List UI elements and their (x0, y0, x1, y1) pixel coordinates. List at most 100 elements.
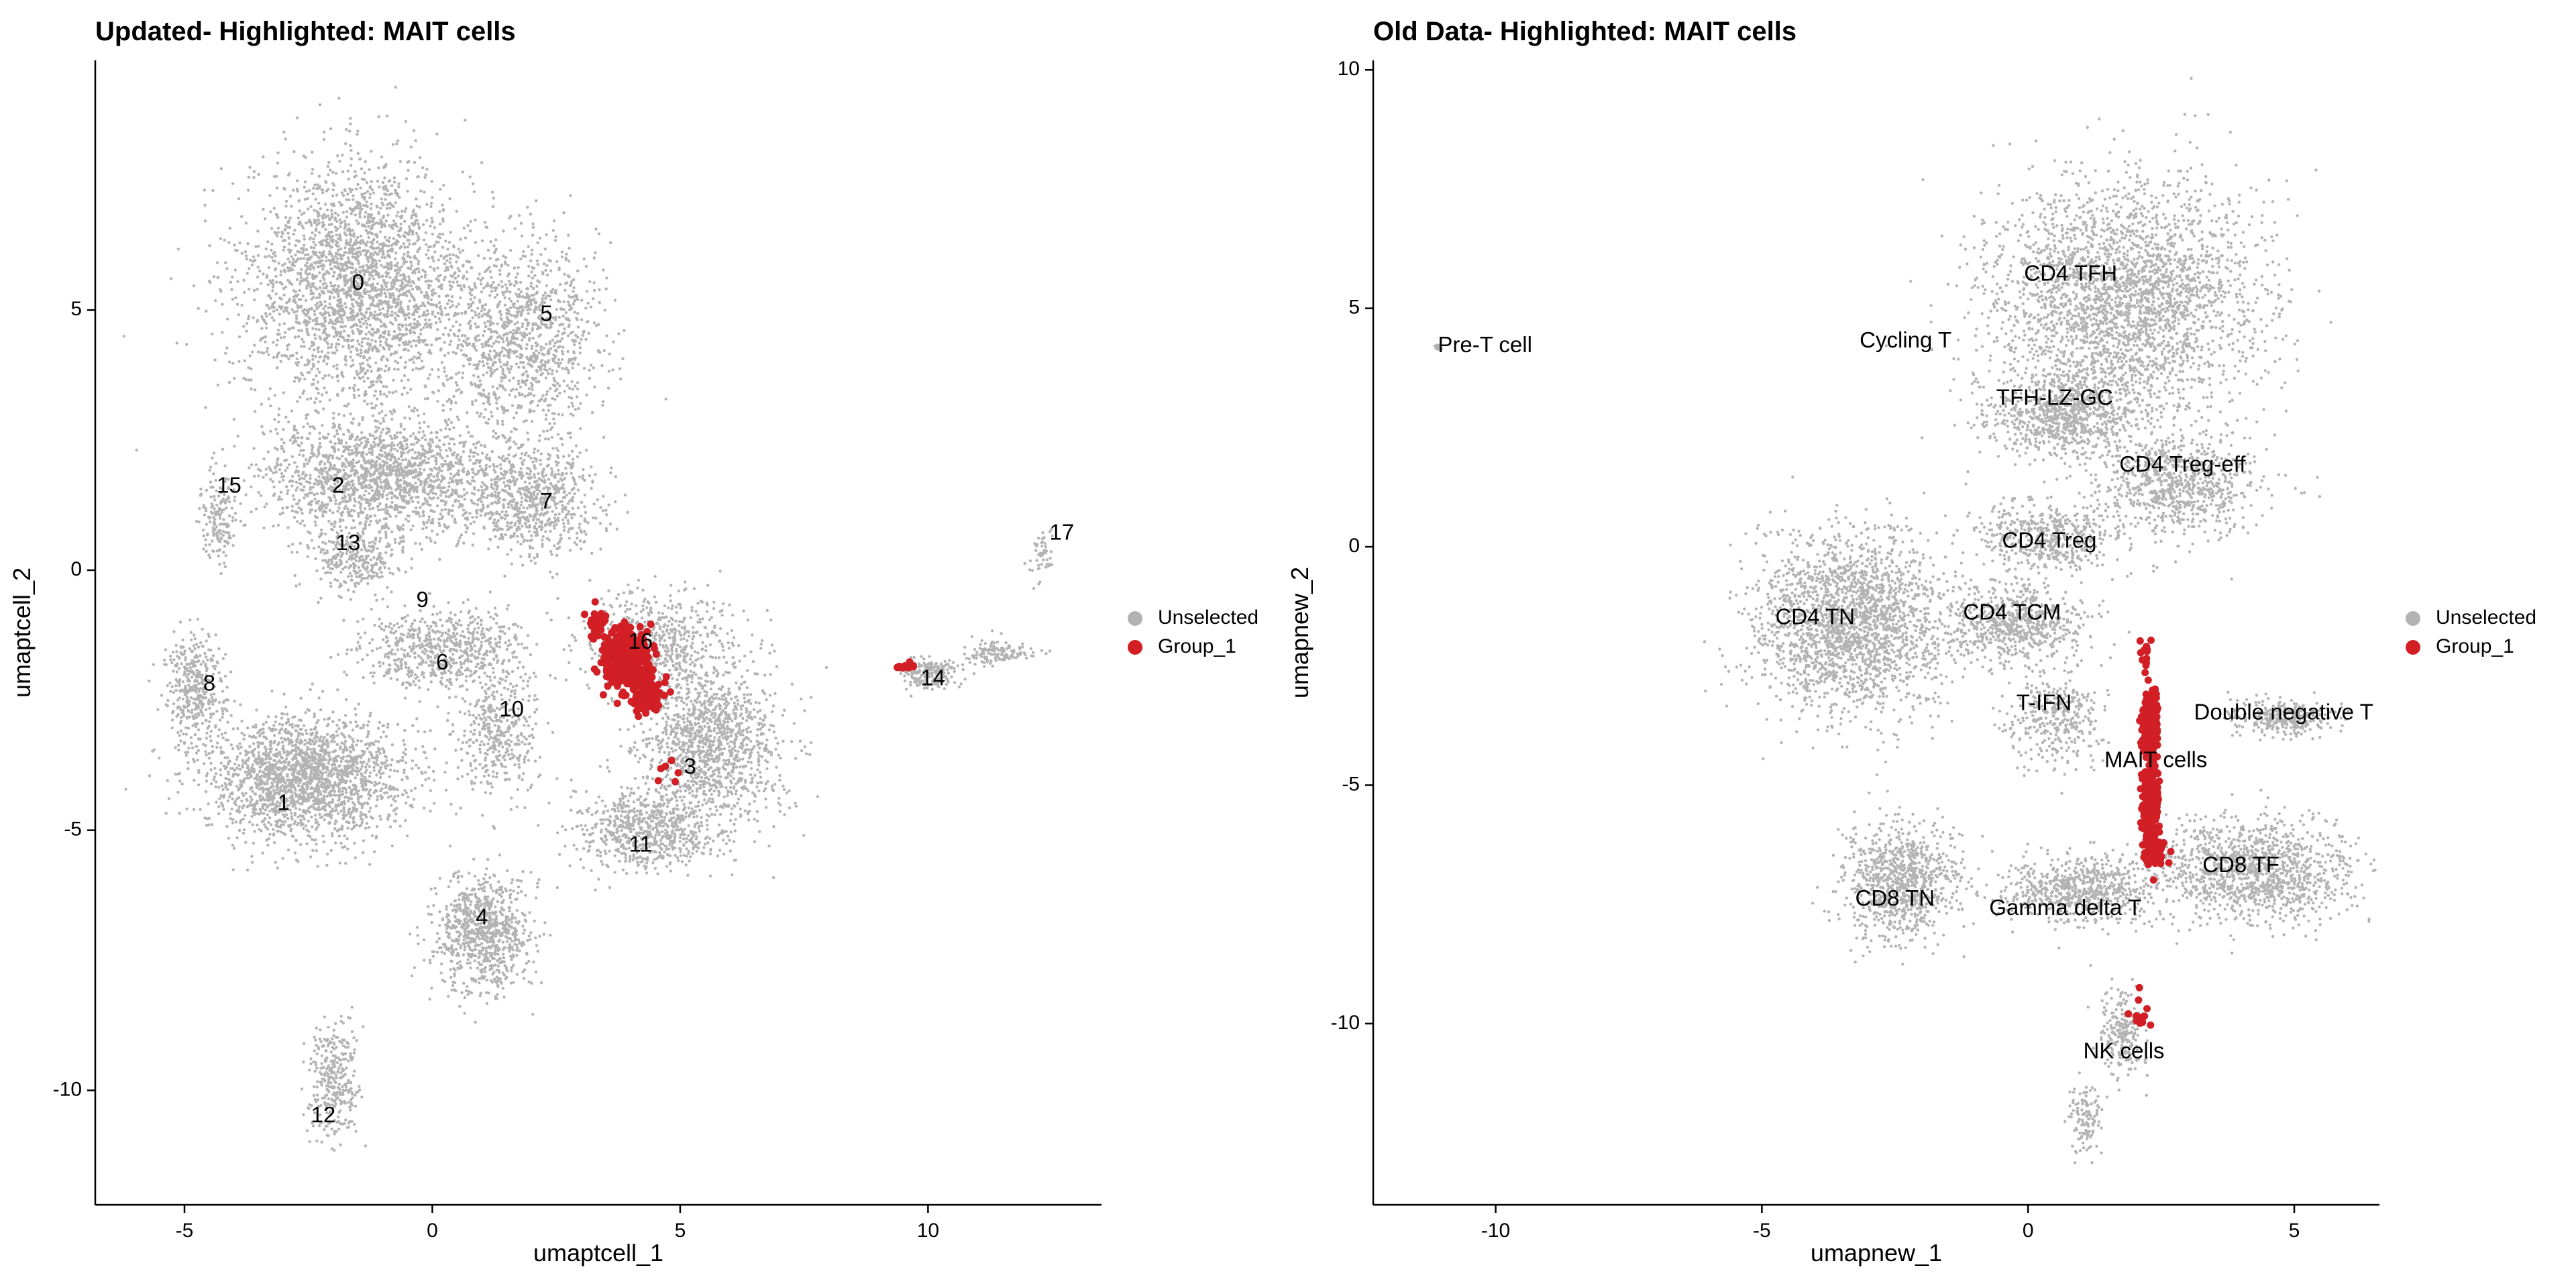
data-point (327, 433, 330, 436)
data-point (299, 395, 302, 399)
data-point (264, 217, 267, 221)
data-point (441, 219, 445, 223)
data-point (464, 341, 468, 344)
data-point (370, 313, 374, 316)
data-point (482, 415, 486, 419)
data-point (262, 476, 265, 479)
data-point (364, 337, 367, 340)
data-point (254, 245, 258, 248)
data-point (545, 392, 548, 396)
data-point (405, 443, 409, 446)
data-point (600, 364, 604, 367)
data-point (279, 464, 282, 467)
data-point (523, 366, 526, 370)
data-point (376, 313, 379, 317)
data-point (551, 359, 555, 363)
data-point (541, 363, 544, 366)
data-point (374, 233, 378, 237)
data-point (363, 171, 366, 174)
data-point (542, 429, 545, 433)
data-point (358, 362, 362, 366)
data-point (335, 429, 339, 433)
data-point (566, 384, 570, 388)
data-point (473, 296, 476, 299)
data-point (394, 350, 397, 354)
data-point (489, 317, 492, 320)
data-point (391, 391, 394, 394)
data-point (311, 150, 314, 154)
data-point (279, 273, 282, 276)
data-point (449, 264, 453, 268)
data-point (381, 331, 385, 334)
data-point (425, 535, 429, 539)
data-point (529, 281, 533, 285)
data-point (552, 353, 555, 357)
data-point (314, 250, 318, 254)
data-point (227, 241, 231, 244)
data-point (248, 267, 251, 270)
data-point (431, 292, 434, 297)
data-point (349, 144, 352, 148)
data-point (341, 287, 344, 290)
data-point (387, 452, 391, 455)
data-point (329, 281, 333, 284)
data-point (537, 352, 541, 355)
data-point (533, 309, 536, 312)
data-point (510, 430, 513, 433)
data-point (317, 256, 321, 260)
data-point (394, 311, 397, 315)
data-point (321, 276, 325, 279)
data-point (345, 239, 348, 242)
data-point (376, 205, 379, 209)
data-point (303, 364, 307, 367)
data-point (381, 181, 385, 184)
data-point (360, 282, 363, 286)
data-point (395, 335, 398, 339)
data-point (337, 284, 340, 288)
data-point (407, 160, 411, 163)
data-point (484, 408, 487, 411)
data-point (504, 325, 508, 328)
data-point (473, 310, 477, 314)
data-point (525, 333, 529, 337)
data-point (545, 326, 549, 329)
data-point (611, 368, 614, 372)
data-point (283, 331, 287, 334)
data-point (279, 360, 282, 363)
data-point (529, 284, 533, 288)
data-point (350, 469, 354, 472)
data-point (387, 333, 390, 336)
data-point (500, 379, 503, 383)
data-point (321, 268, 325, 271)
data-point (474, 241, 478, 244)
data-point (309, 223, 313, 227)
data-point (299, 449, 303, 452)
data-point (379, 392, 382, 396)
data-point (392, 242, 396, 246)
data-point (364, 229, 368, 232)
data-point (521, 325, 524, 329)
data-point (539, 373, 543, 377)
data-point (311, 291, 315, 294)
data-point (287, 343, 290, 347)
data-point (298, 209, 302, 213)
data-point (309, 205, 313, 209)
data-point (378, 531, 381, 534)
data-point (407, 312, 411, 315)
data-point (352, 509, 356, 513)
data-point (447, 241, 451, 244)
data-point (441, 499, 445, 502)
data-point (292, 498, 296, 501)
data-point (490, 449, 494, 453)
data-point (248, 466, 251, 470)
data-point (429, 205, 433, 209)
data-point (488, 465, 492, 468)
data-point (545, 390, 549, 393)
data-point (355, 206, 358, 210)
data-point (347, 250, 351, 254)
data-point (437, 471, 440, 475)
data-point (270, 248, 273, 252)
data-point (333, 322, 337, 325)
data-point (276, 151, 280, 154)
data-point (272, 471, 275, 475)
